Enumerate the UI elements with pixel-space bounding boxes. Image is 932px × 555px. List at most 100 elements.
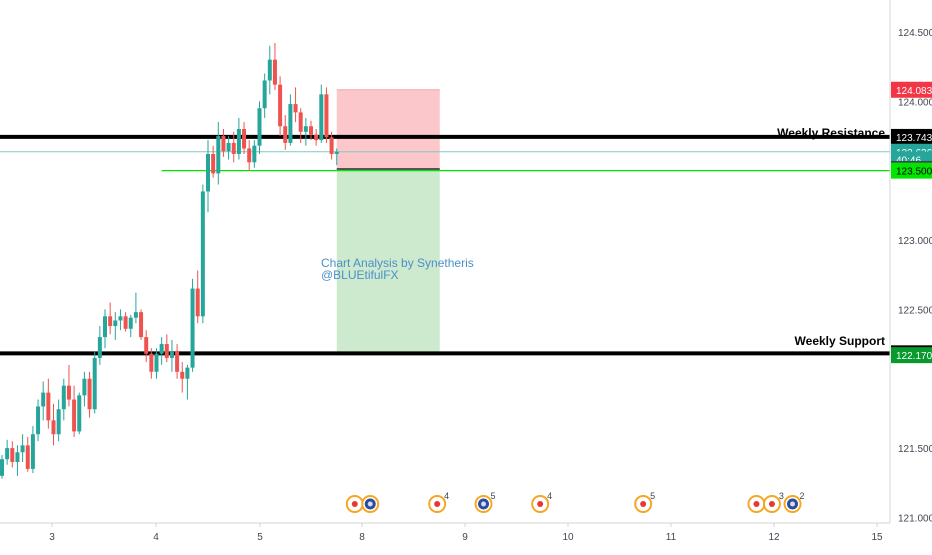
us-event-icon[interactable]: 5 — [474, 491, 496, 513]
candle-body — [5, 448, 10, 460]
eu-event-icon[interactable]: 3 — [762, 491, 784, 513]
candle — [303, 117, 308, 146]
candle-body — [108, 316, 113, 327]
price-badge-text: 123.500 — [896, 167, 932, 178]
y-tick-label: 123.000 — [898, 236, 932, 247]
support-label: Weekly Support — [795, 334, 885, 348]
candle — [144, 330, 149, 363]
eu-event-icon[interactable]: 4 — [531, 491, 552, 513]
candle-body — [41, 392, 46, 407]
candle — [5, 439, 10, 465]
eu-event-icon[interactable] — [345, 495, 364, 513]
candle — [113, 312, 118, 340]
candle-body — [185, 367, 190, 379]
candle-body — [190, 288, 195, 368]
eu-event-icon[interactable]: 4 — [428, 491, 449, 513]
candle-body — [175, 350, 180, 372]
candle-body — [319, 94, 324, 141]
eu-event-icon[interactable]: 5 — [634, 491, 655, 513]
candle-body — [324, 94, 329, 138]
candle-body — [51, 420, 56, 435]
candle — [36, 399, 41, 442]
candle — [154, 348, 159, 379]
candle-body — [267, 59, 272, 81]
candle — [108, 302, 113, 335]
candle — [190, 278, 195, 372]
candle-body — [15, 452, 20, 462]
event-count: 2 — [800, 491, 805, 501]
candle — [46, 378, 51, 429]
candle — [272, 43, 277, 91]
candle-body — [257, 108, 262, 146]
event-count: 3 — [779, 491, 784, 501]
candle-body — [303, 126, 308, 132]
candle-body — [169, 350, 174, 358]
candle — [309, 120, 313, 141]
y-tick-label: 122.500 — [898, 305, 932, 316]
candle — [206, 140, 210, 213]
candle-body — [314, 134, 319, 141]
candle-body — [56, 409, 61, 435]
price-badge-bg — [891, 81, 932, 98]
candle — [314, 129, 319, 146]
candle-body — [144, 337, 149, 354]
candle — [133, 292, 138, 324]
candle — [92, 350, 97, 414]
candle-body — [247, 148, 252, 163]
candle — [139, 309, 144, 340]
candle — [56, 399, 61, 442]
candle-body — [221, 135, 226, 152]
candle — [30, 425, 35, 474]
candle-body — [123, 316, 128, 329]
y-tick-label: 121.000 — [898, 513, 932, 524]
take-profit-zone[interactable] — [336, 168, 440, 356]
candle-body — [159, 344, 164, 354]
x-tick-label: 8 — [359, 532, 365, 543]
candle — [329, 131, 334, 160]
us-event-icon[interactable]: 2 — [783, 491, 805, 513]
candle — [283, 115, 288, 150]
event-flag — [537, 501, 544, 507]
candle-body — [252, 145, 257, 163]
candle — [324, 87, 329, 143]
candle-body — [236, 129, 241, 154]
y-tick-label: 124.000 — [898, 97, 932, 108]
candle — [231, 131, 236, 163]
stop-loss-zone[interactable] — [336, 89, 440, 169]
candle-body — [46, 392, 51, 421]
candle-body — [211, 153, 216, 174]
watermark-line-1: Chart Analysis by Synetheris — [321, 256, 474, 270]
eu-event-icon[interactable] — [747, 495, 766, 513]
us-event-icon[interactable] — [361, 495, 380, 513]
price-badge-text: 123.743 — [896, 133, 932, 144]
price-badge: 123.743 — [891, 128, 932, 145]
candle — [164, 334, 169, 363]
candle — [293, 87, 298, 123]
candle — [97, 326, 102, 365]
price-badge-text: 122.170 — [896, 351, 932, 362]
candle — [72, 385, 77, 437]
y-tick-label: 124.500 — [898, 28, 932, 39]
x-tick-label: 11 — [666, 532, 677, 543]
candle-body — [97, 337, 102, 358]
candle — [216, 122, 221, 185]
candle-body — [128, 317, 133, 329]
candle — [319, 84, 324, 143]
candle — [103, 309, 107, 349]
candle — [175, 344, 180, 379]
price-badge-bg — [891, 347, 932, 364]
candle-body — [72, 399, 77, 432]
candle — [195, 270, 200, 324]
candle-body — [309, 126, 313, 135]
candle — [41, 381, 46, 421]
candle-body — [61, 385, 66, 410]
watermark-line-2: @BLUEtifulFX — [321, 268, 399, 282]
candle-body — [103, 316, 107, 338]
candle-body — [231, 142, 236, 154]
y-tick-label: 121.500 — [898, 444, 932, 455]
candle — [236, 117, 241, 160]
candle — [118, 309, 123, 331]
candle — [226, 135, 231, 160]
candle-body — [82, 378, 87, 396]
